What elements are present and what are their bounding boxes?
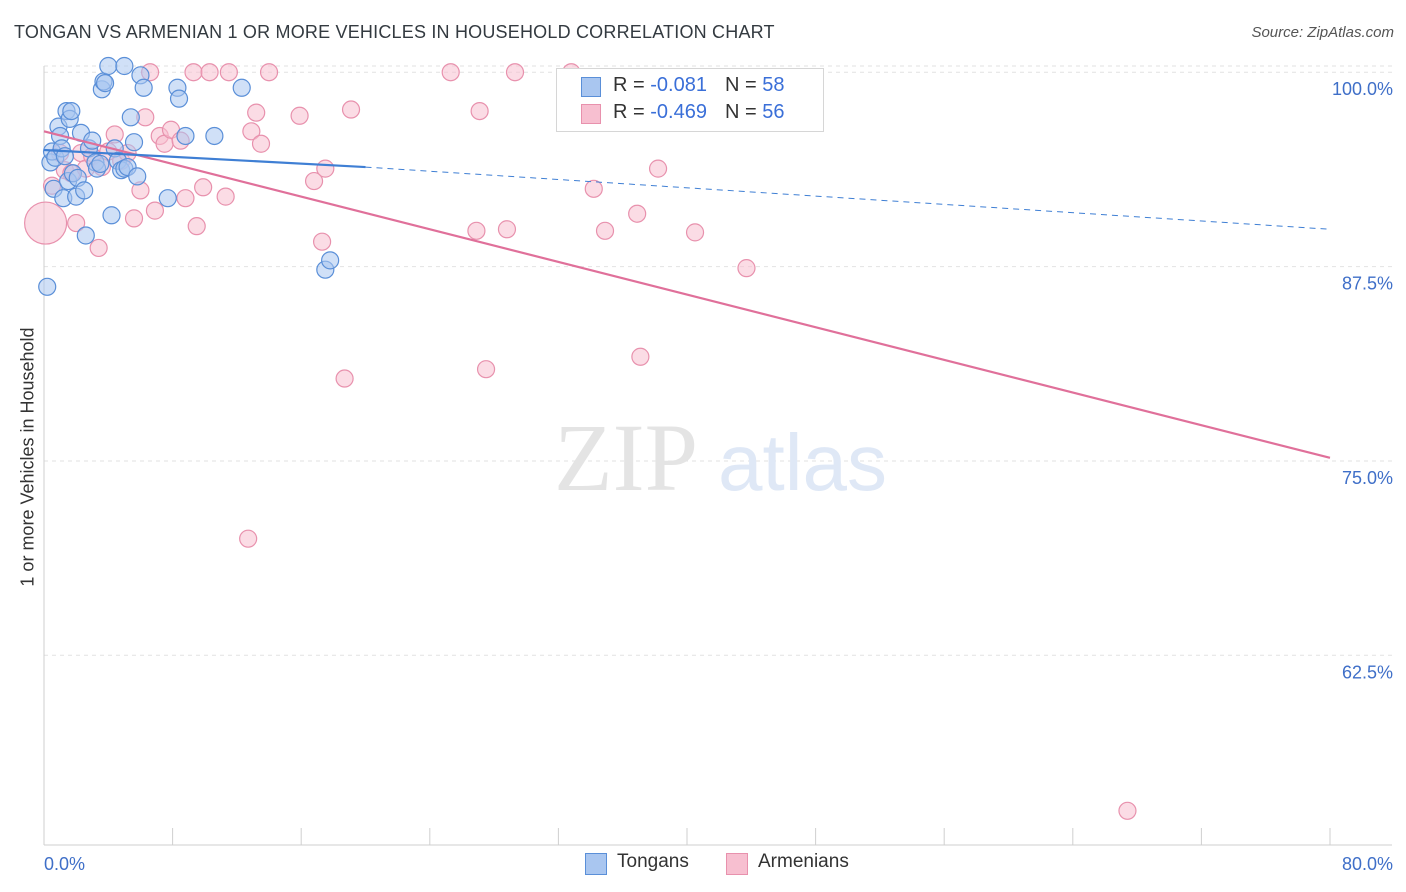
bottom-legend-armenians: Armenians <box>726 851 876 877</box>
legend-armenians-text: R = -0.469 N = 56 <box>613 101 784 124</box>
data-point <box>321 251 340 270</box>
tongans-r-label: R = <box>613 74 651 96</box>
armenians-trend-line <box>43 130 1331 459</box>
data-point <box>505 63 525 82</box>
bottom-armenians-label: Armenians <box>758 851 849 872</box>
chart-title: TONGAN VS ARMENIAN 1 OR MORE VEHICLES IN… <box>14 22 775 42</box>
trend-lines <box>43 130 1331 459</box>
data-point <box>102 206 121 225</box>
data-point <box>194 178 213 197</box>
data-point <box>184 63 203 82</box>
data-point <box>335 369 354 388</box>
tick-labels: 100.0% 87.5% 75.0% 62.5% 0.0% 80.0% <box>44 79 1393 874</box>
source-label: Source: ZipAtlas.com <box>1251 24 1394 41</box>
data-point <box>737 259 756 278</box>
data-point <box>124 209 144 228</box>
data-point <box>470 101 489 121</box>
data-point <box>115 56 134 76</box>
x-tick-label-min: 0.0% <box>44 854 85 874</box>
bottom-legend-tongans: Tongans <box>585 851 715 877</box>
data-point <box>38 277 57 296</box>
data-point <box>95 74 115 93</box>
data-point <box>584 179 603 198</box>
series-armenians <box>24 63 1137 820</box>
data-point <box>76 226 95 245</box>
data-point <box>176 189 195 208</box>
data-point <box>341 100 361 119</box>
data-point <box>1118 801 1137 820</box>
watermark-zip: ZIP <box>554 404 698 511</box>
tongans-swatch <box>581 77 601 97</box>
data-point <box>124 133 144 152</box>
data-point <box>242 122 261 141</box>
data-point <box>685 223 705 242</box>
bottom-armenians-swatch <box>726 853 748 875</box>
data-point <box>304 171 324 191</box>
armenians-n-label: N = <box>724 101 763 123</box>
data-point <box>247 103 266 122</box>
data-point <box>24 201 68 245</box>
data-point <box>145 201 165 220</box>
data-point <box>67 213 86 233</box>
data-point <box>595 221 615 240</box>
data-point <box>316 159 335 178</box>
data-point <box>216 187 235 206</box>
data-point <box>128 167 147 186</box>
data-point <box>497 220 517 239</box>
bottom-tongans-swatch <box>585 853 607 875</box>
data-point <box>467 221 486 240</box>
data-point <box>648 159 668 178</box>
watermark-atlas: atlas <box>718 418 887 507</box>
tongans-trend-line <box>43 148 366 169</box>
data-point <box>176 126 195 146</box>
y-tick-label: 75.0% <box>1342 468 1393 488</box>
data-point <box>134 78 153 97</box>
data-point <box>232 78 251 97</box>
tongans-trend-extension <box>365 166 1331 230</box>
data-point <box>312 232 332 251</box>
series-tongans <box>38 56 340 296</box>
data-point <box>121 108 140 127</box>
data-point <box>219 63 238 82</box>
data-point <box>83 131 102 150</box>
legend-row-armenians: R = -0.469 N = 56 <box>557 101 823 127</box>
legend-tongans-text: R = -0.081 N = 58 <box>613 74 784 97</box>
data-point <box>290 106 309 125</box>
tongans-r-value: -0.081 <box>650 74 707 96</box>
data-point <box>62 101 81 121</box>
data-point <box>476 360 496 379</box>
data-point <box>631 347 650 366</box>
grid-lines <box>44 65 1392 656</box>
armenians-swatch <box>581 104 601 124</box>
data-point <box>169 89 189 108</box>
axes <box>43 66 1392 846</box>
data-point <box>99 56 118 76</box>
bottom-tongans-label: Tongans <box>617 851 689 872</box>
data-point <box>200 63 219 82</box>
data-point <box>89 238 108 258</box>
data-point <box>205 126 224 146</box>
y-tick-label: 100.0% <box>1332 79 1393 99</box>
armenians-r-value: -0.469 <box>650 101 707 123</box>
correlation-legend: R = -0.081 N = 58 R = -0.469 N = 56 <box>556 68 824 132</box>
data-point <box>187 217 206 236</box>
data-point <box>91 154 110 174</box>
y-tick-label: 62.5% <box>1342 662 1393 682</box>
x-tick-label-max: 80.0% <box>1342 854 1393 874</box>
armenians-r-label: R = <box>613 101 651 123</box>
data-point <box>441 63 460 82</box>
data-point <box>251 134 271 153</box>
legend-row-tongans: R = -0.081 N = 58 <box>557 74 823 100</box>
y-tick-label: 87.5% <box>1342 274 1393 294</box>
data-point <box>239 529 258 548</box>
armenians-n-value: 56 <box>762 101 785 123</box>
watermark: ZIP atlas <box>554 404 887 511</box>
data-point <box>75 181 94 200</box>
data-point <box>628 204 647 223</box>
data-point <box>259 63 279 82</box>
tongans-n-value: 58 <box>762 74 785 96</box>
tongans-n-label: N = <box>724 74 763 96</box>
data-point <box>158 189 177 208</box>
